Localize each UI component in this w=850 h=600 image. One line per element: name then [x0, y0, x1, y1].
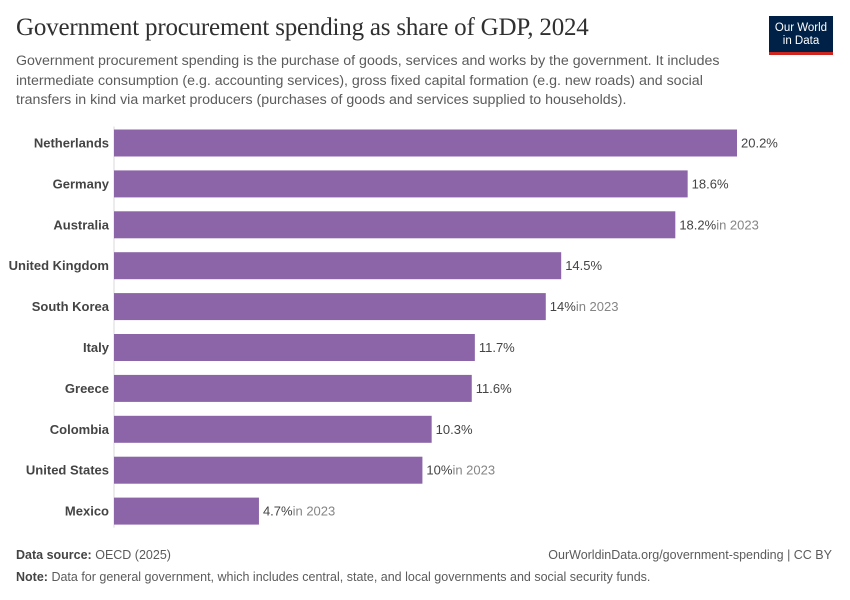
owid-logo[interactable]: Our World in Data [769, 16, 833, 55]
value-label: 14%in 2023 [550, 299, 619, 314]
note-label: Note: [16, 570, 48, 584]
value-label: 10%in 2023 [426, 463, 495, 478]
value-label: 18.2%in 2023 [679, 217, 759, 232]
value-label: 10.3% [436, 422, 473, 437]
note: Note: Data for general government, which… [16, 570, 650, 584]
category-label: Greece [65, 381, 109, 396]
chart-title: Government procurement spending as share… [16, 14, 589, 41]
category-label: Italy [83, 340, 110, 355]
category-label: United States [26, 463, 109, 478]
bar-united-states [114, 456, 423, 484]
value-label: 14.5% [565, 258, 602, 273]
value-label: 18.6% [692, 176, 729, 191]
bar-germany [114, 170, 688, 198]
source-label: Data source: [16, 548, 92, 562]
bar-united-kingdom [114, 252, 562, 280]
value-label: 11.6% [476, 381, 512, 396]
category-label: Netherlands [34, 136, 109, 151]
bar-colombia [114, 415, 432, 443]
category-label: South Korea [32, 299, 110, 314]
category-label: Mexico [65, 504, 109, 519]
bar-italy [114, 334, 475, 361]
bar-south-korea [114, 293, 546, 321]
category-label: United Kingdom [9, 258, 109, 273]
note-text: Data for general government, which inclu… [51, 570, 651, 584]
bar-netherlands [114, 129, 737, 157]
value-label: 4.7%in 2023 [263, 504, 335, 519]
year-note: in 2023 [293, 504, 336, 519]
category-label: Australia [53, 217, 109, 232]
year-note: in 2023 [452, 463, 495, 478]
value-label: 11.7% [479, 340, 515, 355]
bar-australia [114, 211, 676, 239]
year-note: in 2023 [576, 299, 619, 314]
bar-mexico [114, 497, 259, 525]
value-label: 20.2% [741, 136, 778, 151]
bar-greece [114, 374, 472, 402]
data-source: Data source: OECD (2025) [16, 548, 171, 562]
category-label: Colombia [50, 422, 110, 437]
chart-subtitle: Government procurement spending is the p… [16, 53, 720, 108]
source-text: OECD (2025) [95, 548, 171, 562]
year-note: in 2023 [716, 217, 759, 232]
source-url[interactable]: OurWorldinData.org/government-spending |… [548, 548, 832, 562]
category-label: Germany [53, 176, 110, 191]
